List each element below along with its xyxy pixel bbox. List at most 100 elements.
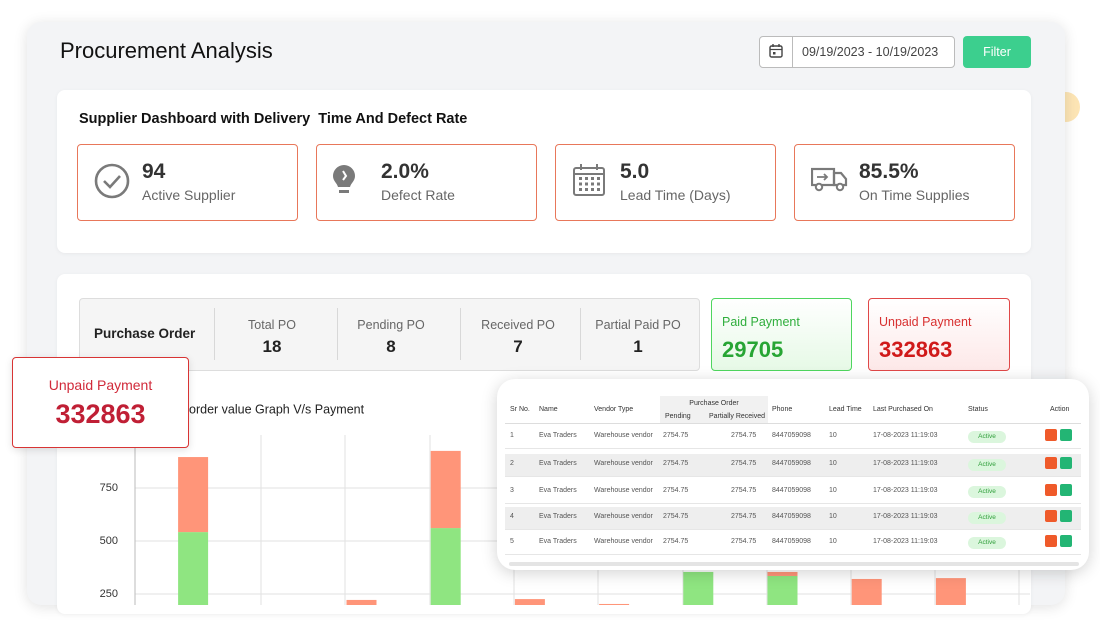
scrollbar	[509, 562, 1079, 566]
edit-button[interactable]	[1060, 484, 1072, 496]
table-cell: 8447059098	[772, 538, 811, 545]
view-button[interactable]	[1045, 429, 1057, 441]
table-header-cell: Status	[968, 406, 988, 413]
table-cell: 10	[829, 487, 837, 494]
paid-value: 29705	[722, 337, 784, 362]
kpi-card: 94 Active Supplier	[77, 144, 298, 221]
status-badge: Active	[968, 512, 1006, 524]
table-cell: 4	[510, 513, 514, 520]
table-header-cell: Vendor Type	[594, 406, 634, 413]
table-header-cell: Pending	[665, 413, 691, 420]
divider	[337, 308, 338, 360]
table-header-cell: Partially Received	[709, 413, 766, 420]
table-cell: Eva Traders	[539, 513, 577, 520]
date-picker[interactable]: 09/19/2023 - 10/19/2023	[759, 36, 955, 68]
table-header-cell: Sr No.	[510, 406, 530, 413]
table-cell: 2754.75	[731, 487, 757, 494]
po-stat: Pending PO 8	[331, 318, 451, 357]
edit-button[interactable]	[1060, 510, 1072, 522]
bar-segment	[178, 457, 209, 533]
table-cell: 17-08-2023 11:19:03	[873, 538, 938, 545]
unpaid-label: Unpaid Payment	[879, 315, 972, 329]
po-stat-value: 7	[513, 337, 523, 356]
kpi-card: 5.0 Lead Time (Days)	[555, 144, 776, 221]
bar-segment	[599, 603, 630, 605]
table-cell: 1	[510, 432, 514, 439]
table-cell: 8447059098	[772, 487, 811, 494]
kpi-title: Supplier Dashboard with Delivery Time An…	[79, 111, 468, 127]
y-tick-label: 250	[100, 588, 118, 600]
table-cell: 2754.75	[663, 432, 689, 439]
row-rule	[505, 554, 1081, 555]
po-stat-value: 18	[262, 337, 282, 356]
kpi-value: 94	[142, 160, 166, 183]
table-cell: Warehouse vendor	[594, 538, 653, 545]
table-cell: 17-08-2023 11:19:03	[873, 513, 938, 520]
edit-button[interactable]	[1060, 457, 1072, 469]
bar-segment	[767, 575, 798, 605]
edit-button[interactable]	[1060, 429, 1072, 441]
divider	[460, 308, 461, 360]
view-button[interactable]	[1045, 484, 1057, 496]
bar-segment	[514, 599, 545, 605]
bar-segment	[178, 532, 209, 605]
kpi-value: 2.0%	[381, 160, 429, 183]
table-header-cell: Last Purchased On	[873, 406, 933, 413]
kpi-icon	[94, 163, 130, 199]
y-tick-label: 750	[100, 482, 118, 494]
table-cell: Warehouse vendor	[594, 432, 653, 439]
page-title: Procurement Analysis	[60, 38, 273, 63]
table-cell: 2754.75	[731, 513, 757, 520]
po-stat-value: 8	[386, 337, 396, 356]
table-cell: Eva Traders	[539, 460, 577, 467]
row-rule	[505, 476, 1081, 477]
view-button[interactable]	[1045, 535, 1057, 547]
group-header-bg	[660, 396, 768, 423]
table-header-cell: Action	[1050, 406, 1070, 413]
table-header-cell: Phone	[772, 406, 793, 413]
row-rule	[505, 448, 1081, 449]
table-cell: 2754.75	[663, 513, 689, 520]
table-cell: 10	[829, 513, 837, 520]
status-badge: Active	[968, 537, 1006, 549]
floating-unpaid-card: Unpaid Payment 332863	[12, 357, 189, 448]
view-button[interactable]	[1045, 457, 1057, 469]
kpi-card: 85.5% On Time Supplies	[794, 144, 1015, 221]
table-cell: 17-08-2023 11:19:03	[873, 432, 938, 439]
bar-segment	[851, 578, 882, 605]
table-cell: 5	[510, 538, 514, 545]
table-cell: 2754.75	[663, 538, 689, 545]
bar-segment	[767, 571, 798, 576]
kpi-value: 85.5%	[859, 160, 919, 183]
bar-segment	[683, 571, 714, 605]
po-stat: Total PO 18	[212, 318, 332, 357]
table-cell: Warehouse vendor	[594, 487, 653, 494]
kpi-icon	[811, 167, 848, 192]
unpaid-card: Unpaid Payment 332863	[868, 298, 1010, 371]
status-badge: Active	[968, 431, 1006, 443]
table-cell: 2	[510, 460, 514, 467]
kpi-label: Defect Rate	[381, 187, 455, 203]
table-cell: Eva Traders	[539, 538, 577, 545]
status-badge: Active	[968, 459, 1006, 471]
table-cell: 2754.75	[663, 460, 689, 467]
filter-button[interactable]: Filter	[963, 36, 1031, 68]
kpi-card: 2.0% Defect Rate	[316, 144, 537, 221]
row-stripe	[505, 507, 1081, 529]
chart-title: order value Graph V/s Payment	[189, 402, 365, 416]
table-header-cell: Name	[539, 406, 558, 413]
paid-card: Paid Payment 29705	[711, 298, 852, 371]
table-group-header: Purchase Order	[689, 400, 739, 407]
view-button[interactable]	[1045, 510, 1057, 522]
po-stat-label: Partial Paid PO	[595, 318, 681, 332]
table-cell: 8447059098	[772, 460, 811, 467]
edit-button[interactable]	[1060, 535, 1072, 547]
table-cell: Eva Traders	[539, 432, 577, 439]
table-cell: 2754.75	[731, 432, 757, 439]
table-cell: 17-08-2023 11:19:03	[873, 460, 938, 467]
calendar-icon	[769, 44, 783, 58]
table-cell: 2754.75	[663, 487, 689, 494]
kpi-label: On Time Supplies	[859, 187, 970, 203]
floating-label: Unpaid Payment	[48, 377, 153, 393]
table-cell: 10	[829, 538, 837, 545]
